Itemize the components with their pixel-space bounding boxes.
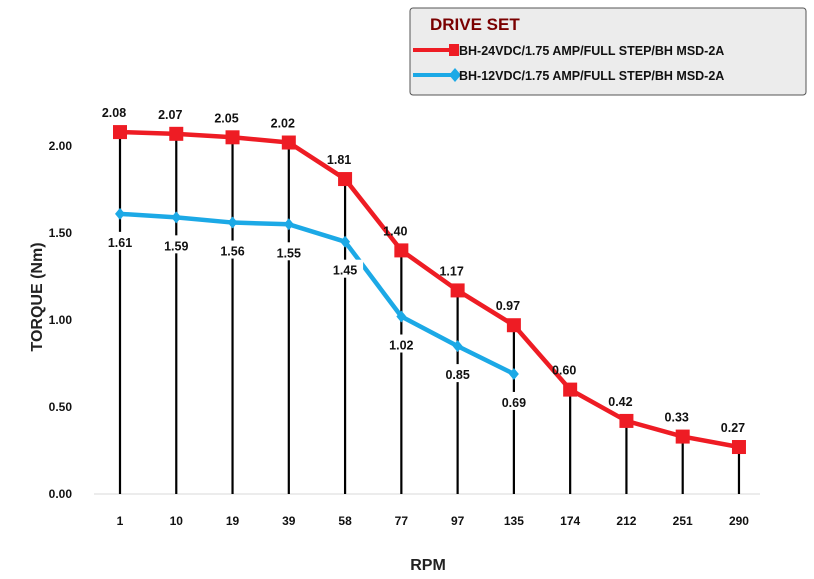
data-label-12vdc: 0.69 <box>502 396 526 410</box>
data-label-24vdc: 0.33 <box>665 411 689 425</box>
y-axis-title: TORQUE (Nm) <box>29 242 46 351</box>
data-point-24vdc <box>169 126 184 141</box>
data-point-12vdc <box>508 367 519 380</box>
legend-label-24vdc: BH-24VDC/1.75 AMP/FULL STEP/BH MSD-2A <box>459 44 724 58</box>
x-axis-title: RPM <box>410 557 446 574</box>
data-point-24vdc <box>563 382 578 397</box>
data-label-12vdc: 1.61 <box>108 236 132 250</box>
data-point-24vdc <box>675 429 690 444</box>
x-tick-label: 19 <box>226 514 240 528</box>
data-point-12vdc <box>283 218 294 231</box>
legend-marker-12vdc <box>449 68 461 82</box>
legend-marker-24vdc <box>449 44 459 56</box>
x-tick-label: 212 <box>616 514 636 528</box>
data-point-24vdc <box>113 125 127 140</box>
legend-label-12vdc: BH-12VDC/1.75 AMP/FULL STEP/BH MSD-2A <box>459 69 724 83</box>
data-point-24vdc <box>394 243 409 258</box>
plot-area: 0.00 0.50 1.00 1.50 2.00 1 10 19 39 58 77 97 135 174 2… <box>49 106 760 528</box>
data-point-12vdc <box>171 211 182 224</box>
data-label-12vdc: 1.02 <box>389 339 413 353</box>
data-point-12vdc <box>227 216 238 229</box>
data-label-bg <box>439 364 476 383</box>
y-tick-label: 1.00 <box>49 313 73 327</box>
data-point-24vdc <box>506 318 521 333</box>
data-label-bg <box>270 242 307 261</box>
x-tick-label: 58 <box>338 514 352 528</box>
legend-title: DRIVE SET <box>430 15 520 34</box>
x-tick-label: 77 <box>395 514 409 528</box>
data-label-bg <box>214 240 251 259</box>
x-tick-label: 135 <box>504 514 524 528</box>
data-label-24vdc: 1.40 <box>383 224 407 238</box>
data-point-12vdc <box>396 310 407 323</box>
data-label-bg <box>158 235 195 254</box>
data-label-24vdc: 0.27 <box>721 421 745 435</box>
legend: DRIVE SET BH-24VDC/1.75 AMP/FULL STEP/BH… <box>409 7 807 96</box>
data-label-24vdc: 0.42 <box>608 395 632 409</box>
x-tick-label: 1 <box>117 514 124 528</box>
y-tick-label: 0.50 <box>49 400 73 414</box>
data-point-24vdc <box>281 135 296 150</box>
data-label-24vdc: 2.07 <box>158 108 182 122</box>
data-point-24vdc <box>619 413 634 428</box>
data-label-12vdc: 1.45 <box>333 264 357 278</box>
y-tick-label: 0.00 <box>49 487 73 501</box>
data-point-12vdc <box>452 340 463 353</box>
data-point-24vdc <box>225 130 240 145</box>
data-label-12vdc: 1.56 <box>220 245 244 259</box>
x-tick-label: 39 <box>282 514 296 528</box>
legend-entry-12vdc: BH-12VDC/1.75 AMP/FULL STEP/BH MSD-2A <box>413 68 724 83</box>
legend-box <box>409 7 807 96</box>
data-point-24vdc <box>338 172 353 187</box>
data-label-12vdc: 1.59 <box>164 239 188 253</box>
data-label-bg <box>495 391 532 410</box>
data-point-12vdc <box>115 207 125 220</box>
x-tick-label: 290 <box>729 514 749 528</box>
data-point-24vdc <box>731 440 746 455</box>
data-label-12vdc: 1.55 <box>277 246 301 260</box>
data-label-24vdc: 2.02 <box>271 117 295 131</box>
data-label-24vdc: 1.17 <box>439 264 463 278</box>
y-tick-label: 2.00 <box>49 139 73 153</box>
data-label-bg <box>383 334 420 353</box>
data-label-24vdc: 2.08 <box>102 106 126 120</box>
x-tick-label: 251 <box>673 514 693 528</box>
data-label-24vdc: 2.05 <box>214 111 238 125</box>
data-label-24vdc: 0.97 <box>496 299 520 313</box>
series-line-12vdc <box>119 211 515 376</box>
data-label-bg <box>102 231 138 250</box>
y-tick-label: 1.50 <box>49 226 73 240</box>
data-label-24vdc: 0.60 <box>552 364 576 378</box>
data-label-12vdc: 0.85 <box>445 368 469 382</box>
data-label-bg <box>327 259 364 278</box>
x-tick-label: 10 <box>170 514 184 528</box>
data-point-12vdc <box>340 235 351 248</box>
data-label-24vdc: 1.81 <box>327 153 351 167</box>
legend-entry-24vdc: BH-24VDC/1.75 AMP/FULL STEP/BH MSD-2A <box>413 44 724 58</box>
data-point-24vdc <box>450 283 465 298</box>
x-tick-label: 174 <box>560 514 580 528</box>
series-line-24vdc <box>119 129 740 450</box>
x-tick-label: 97 <box>451 514 465 528</box>
